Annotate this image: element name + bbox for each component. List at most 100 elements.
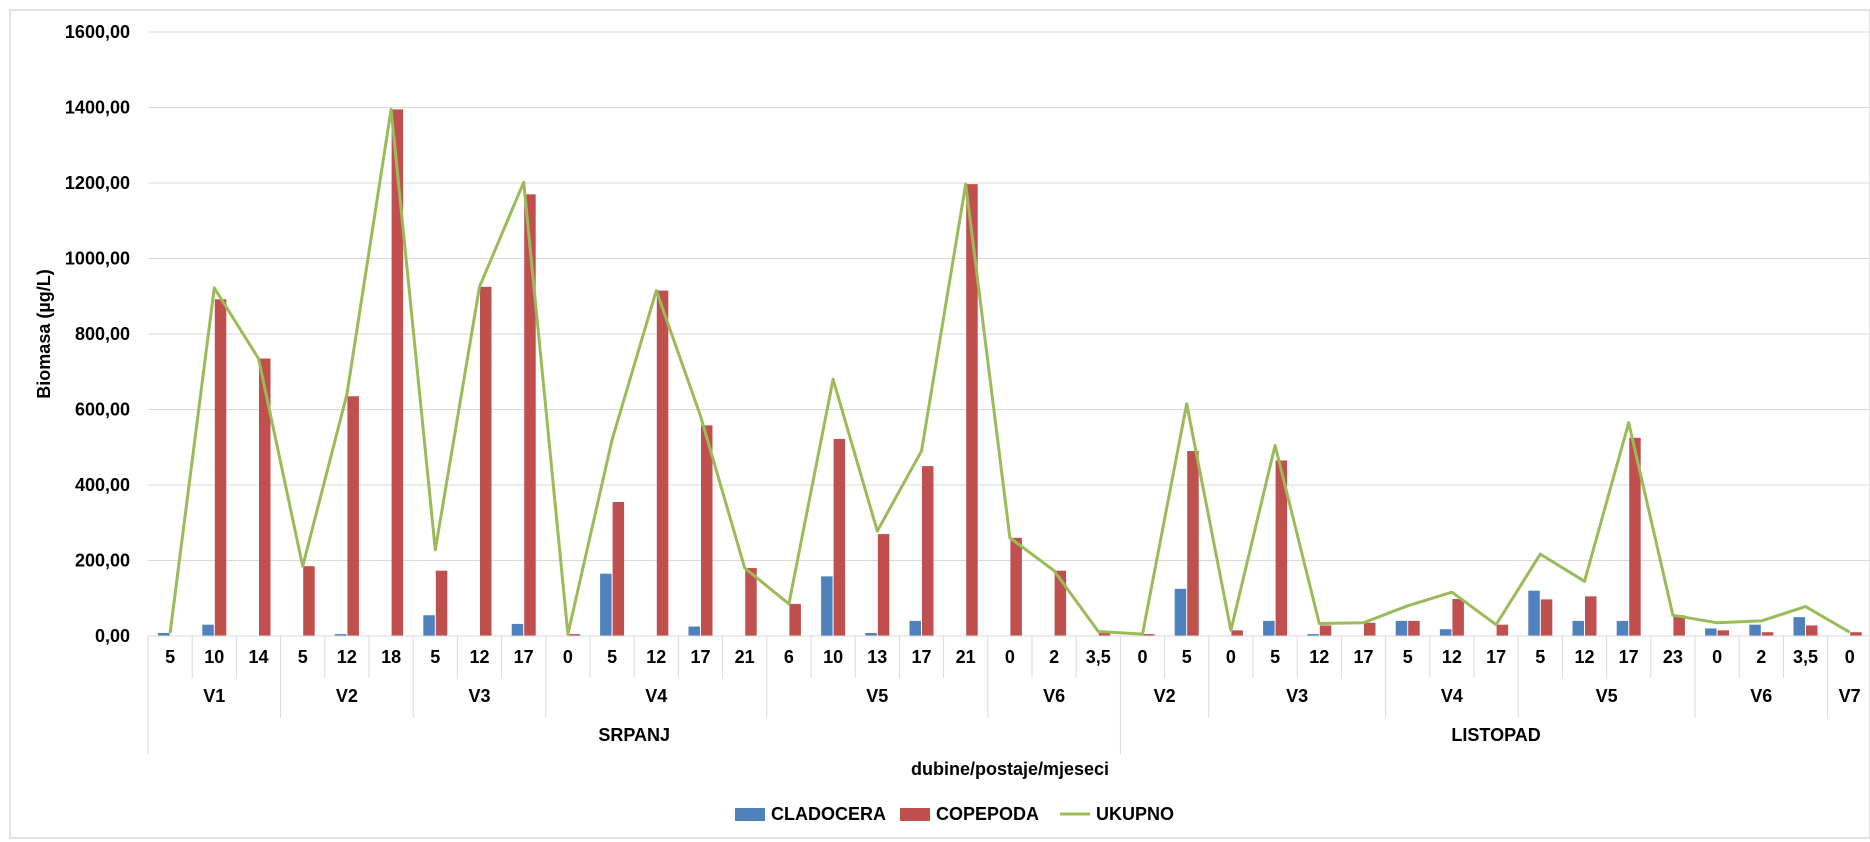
y-axis-title: Biomasa (µg/L) bbox=[34, 269, 54, 398]
y-tick-label: 600,00 bbox=[75, 400, 130, 420]
station-label: V1 bbox=[203, 686, 225, 706]
depth-tick-label: 3,5 bbox=[1793, 647, 1818, 667]
y-tick-label: 400,00 bbox=[75, 475, 130, 495]
depth-tick-label: 2 bbox=[1049, 647, 1059, 667]
depth-tick-label: 12 bbox=[337, 647, 357, 667]
depth-tick-label: 18 bbox=[381, 647, 401, 667]
copepoda-bar bbox=[877, 534, 890, 636]
x-tick-labels: 5 10 14 5 12 18 5 12 17 0 5 12 17 21 6 10 13 17 21 0 2 3,5 0 5 0… bbox=[147, 635, 1870, 678]
depth-tick-label: 5 bbox=[1270, 647, 1280, 667]
depth-tick-label: 17 bbox=[514, 647, 534, 667]
cladocera-bar bbox=[511, 623, 524, 636]
depth-tick-label: 5 bbox=[165, 647, 175, 667]
station-label: V4 bbox=[1441, 686, 1463, 706]
depth-tick-label: 21 bbox=[735, 647, 755, 667]
station-label: V2 bbox=[336, 686, 358, 706]
station-label: V7 bbox=[1839, 686, 1861, 706]
cladocera-bar bbox=[1793, 617, 1805, 636]
cladocera-bar bbox=[334, 634, 347, 636]
depth-tick-label: 0 bbox=[1845, 647, 1855, 667]
depth-tick-label: 12 bbox=[1574, 647, 1594, 667]
copepoda-bar bbox=[1054, 570, 1067, 636]
copepoda-bar bbox=[1275, 460, 1288, 636]
copepoda-bar bbox=[1187, 451, 1199, 636]
station-label: V5 bbox=[1596, 686, 1618, 706]
depth-tick-label: 6 bbox=[784, 647, 794, 667]
y-tick-label: 1400,00 bbox=[65, 98, 130, 118]
copepoda-bar bbox=[1629, 437, 1641, 636]
cladocera-legend-swatch bbox=[735, 808, 765, 821]
depth-tick-label: 17 bbox=[1619, 647, 1639, 667]
copepoda-bar bbox=[1717, 630, 1730, 636]
depth-tick-label: 21 bbox=[956, 647, 976, 667]
cladocera-bar bbox=[1439, 629, 1452, 636]
y-tick-label: 1000,00 bbox=[65, 249, 130, 269]
depth-tick-label: 12 bbox=[1309, 647, 1329, 667]
cladocera-bar bbox=[1705, 628, 1717, 636]
bars bbox=[158, 109, 1862, 636]
cladocera-bar bbox=[909, 620, 921, 636]
depth-tick-label: 5 bbox=[1535, 647, 1545, 667]
copepoda-bar bbox=[1452, 599, 1464, 636]
cladocera-bar bbox=[821, 576, 833, 636]
cladocera-bar bbox=[865, 632, 877, 636]
copepoda-bar bbox=[789, 603, 801, 636]
y-tick-labels: 0,00 200,00 400,00 600,00 800,00 1000,00 1200,… bbox=[65, 22, 130, 646]
station-label: V3 bbox=[468, 686, 490, 706]
depth-tick-label: 12 bbox=[469, 647, 489, 667]
depth-tick-label: 5 bbox=[298, 647, 308, 667]
depth-tick-label: 17 bbox=[911, 647, 931, 667]
month-label: SRPANJ bbox=[598, 725, 670, 745]
copepoda-bar bbox=[524, 194, 536, 636]
station-label: V5 bbox=[866, 686, 888, 706]
depth-tick-label: 10 bbox=[823, 647, 843, 667]
copepoda-bar bbox=[966, 184, 978, 636]
depth-tick-label: 0 bbox=[1005, 647, 1015, 667]
cladocera-bar bbox=[688, 626, 700, 636]
cladocera-bar bbox=[600, 573, 612, 636]
cladocera-bar bbox=[1572, 620, 1584, 636]
depth-tick-label: 17 bbox=[1486, 647, 1506, 667]
copepoda-bar bbox=[1010, 537, 1022, 636]
copepoda-bar bbox=[1098, 631, 1111, 636]
cladocera-bar bbox=[1749, 624, 1761, 636]
copepoda-bar bbox=[1408, 620, 1420, 636]
total-line bbox=[168, 107, 1851, 636]
copepoda-bar bbox=[1231, 630, 1243, 636]
copepoda-bar bbox=[1496, 624, 1509, 636]
copepoda-bar bbox=[922, 466, 934, 636]
copepoda-legend-swatch bbox=[900, 808, 930, 821]
copepoda-bar bbox=[391, 109, 404, 636]
depth-tick-label: 12 bbox=[1442, 647, 1462, 667]
copepoda-bar bbox=[745, 568, 757, 636]
cladocera-bar bbox=[1307, 634, 1319, 636]
copepoda-bar bbox=[1850, 632, 1862, 636]
depth-tick-label: 3,5 bbox=[1086, 647, 1111, 667]
copepoda-bar bbox=[1761, 632, 1774, 636]
copepoda-bar bbox=[1585, 596, 1597, 636]
copepoda-bar bbox=[347, 396, 359, 636]
cladocera-bar bbox=[423, 615, 435, 636]
copepoda-bar bbox=[833, 438, 846, 636]
copepoda-bar bbox=[303, 566, 315, 636]
depth-tick-label: 0 bbox=[1226, 647, 1236, 667]
copepoda-bar bbox=[701, 425, 713, 636]
y-tick-label: 1600,00 bbox=[65, 22, 130, 42]
y-tick-label: 800,00 bbox=[75, 324, 130, 344]
depth-tick-label: 17 bbox=[1353, 647, 1373, 667]
cladocera-bar bbox=[1528, 590, 1540, 636]
ukupno-line bbox=[168, 107, 1851, 636]
y-tick-label: 1200,00 bbox=[65, 173, 130, 193]
gridlines bbox=[148, 31, 1870, 637]
cladocera-bar bbox=[1616, 620, 1629, 636]
y-tick-label: 0,00 bbox=[95, 626, 130, 646]
copepoda-bar bbox=[259, 358, 271, 636]
cladocera-legend-label: CLADOCERA bbox=[771, 804, 886, 824]
copepoda-bar bbox=[480, 286, 492, 636]
depth-tick-label: 0 bbox=[1137, 647, 1147, 667]
copepoda-bar bbox=[1364, 622, 1376, 636]
copepoda-bar bbox=[612, 501, 625, 636]
depth-tick-label: 10 bbox=[204, 647, 224, 667]
